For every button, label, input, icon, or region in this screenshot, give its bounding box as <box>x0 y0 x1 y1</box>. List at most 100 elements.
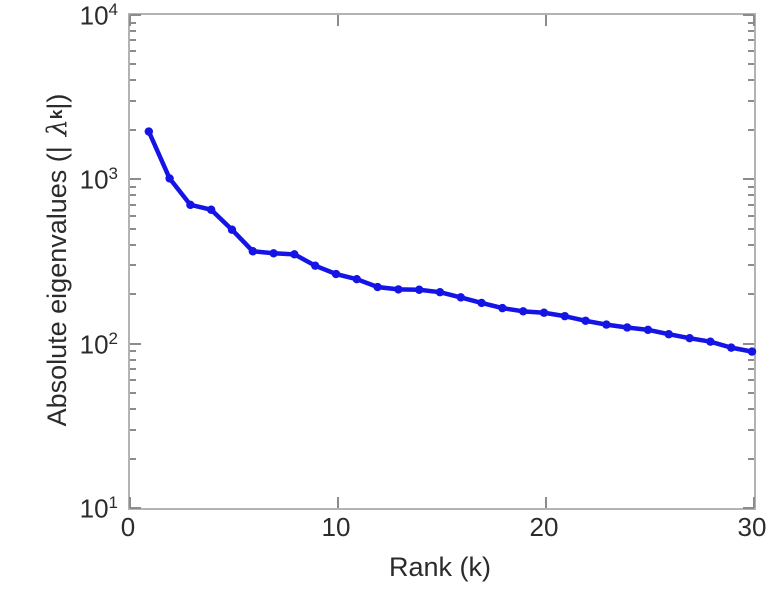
y-tick-minor <box>130 194 136 197</box>
y-tick-minor-right <box>748 358 754 361</box>
data-point <box>290 250 299 259</box>
x-tick-label-30: 30 <box>737 512 767 542</box>
data-point <box>311 261 320 270</box>
y-tick-minor <box>130 358 136 361</box>
x-tick-label-10: 10 <box>321 512 351 542</box>
y-tick-major <box>130 342 141 345</box>
y-tick-minor <box>130 79 136 82</box>
y-tick-minor-right <box>748 194 754 197</box>
y-tick-minor-right <box>748 63 754 66</box>
y-tick-label-10000: 104 <box>79 0 118 31</box>
x-tick-major-top <box>337 15 339 26</box>
y-tick-minor-right <box>748 457 754 460</box>
y-axis-title-suffix: |) <box>41 93 72 110</box>
data-point <box>643 325 653 335</box>
y-tick-minor-right <box>748 392 754 395</box>
y-tick-minor-right <box>748 21 754 24</box>
y-tick-minor <box>130 203 136 206</box>
y-tick-major-right <box>743 507 754 509</box>
y-tick-major-right <box>743 178 754 181</box>
y-tick-label-1000: 103 <box>79 164 118 195</box>
y-tick-minor <box>130 428 136 431</box>
y-tick-minor-right <box>748 243 754 246</box>
y-tick-minor <box>130 29 136 32</box>
y-tick-label-100: 102 <box>79 329 118 360</box>
x-tick-major <box>129 497 131 508</box>
data-point <box>498 303 507 313</box>
y-tick-minor <box>130 368 136 371</box>
x-axis-title: Rank (k) <box>388 552 491 582</box>
data-point <box>352 274 361 284</box>
y-tick-minor <box>130 264 136 267</box>
data-point <box>456 293 465 302</box>
x-tick-major-top <box>129 15 131 26</box>
y-tick-minor <box>130 50 136 53</box>
y-tick-minor <box>130 63 136 66</box>
y-tick-minor-right <box>748 293 754 296</box>
y-tick-minor-right <box>748 428 754 431</box>
y-tick-minor <box>130 392 136 395</box>
y-tick-minor-right <box>748 264 754 267</box>
data-point <box>269 249 278 258</box>
y-tick-minor-right <box>748 203 754 206</box>
y-tick-minor <box>130 379 136 382</box>
y-tick-minor-right <box>748 408 754 411</box>
y-tick-minor <box>130 128 136 131</box>
series-line <box>146 129 755 354</box>
data-point <box>186 200 195 210</box>
data-point <box>623 323 632 332</box>
y-tick-minor-right <box>748 99 754 102</box>
data-point <box>144 127 153 136</box>
x-tick-major-top <box>753 15 755 26</box>
plot-area <box>128 13 756 510</box>
y-tick-major <box>130 14 141 16</box>
lambda-symbol: λ <box>41 119 73 137</box>
y-tick-label-10: 101 <box>79 493 118 524</box>
y-tick-minor-right <box>748 227 754 230</box>
eigenvalue-curve <box>144 127 757 356</box>
x-tick-label-0: 0 <box>120 512 136 542</box>
y-tick-minor-right <box>748 79 754 82</box>
data-point <box>581 316 590 325</box>
data-point <box>727 343 736 352</box>
x-tick-label-20: 20 <box>529 512 559 542</box>
data-point <box>685 333 694 343</box>
y-tick-minor <box>130 185 136 188</box>
y-tick-minor <box>130 39 136 42</box>
y-tick-minor <box>130 408 136 411</box>
x-tick-major <box>545 497 547 508</box>
data-point <box>248 247 257 256</box>
data-point <box>227 225 237 234</box>
y-tick-minor <box>130 457 136 460</box>
data-point <box>165 174 174 183</box>
y-tick-minor-right <box>748 185 754 188</box>
y-tick-minor-right <box>748 128 754 131</box>
data-point <box>706 337 715 346</box>
y-tick-minor <box>130 21 136 24</box>
y-tick-minor-right <box>748 39 754 42</box>
y-tick-minor-right <box>748 379 754 382</box>
data-point <box>477 298 486 308</box>
y-tick-minor <box>130 350 136 353</box>
data-point <box>331 269 341 279</box>
y-tick-major-right <box>743 14 754 16</box>
y-tick-major-right <box>743 342 754 345</box>
y-tick-minor <box>130 214 136 217</box>
data-point <box>519 307 528 316</box>
data-point <box>747 347 757 356</box>
data-point <box>664 330 673 339</box>
data-point <box>602 320 611 329</box>
y-tick-minor-right <box>748 214 754 217</box>
y-tick-minor-right <box>748 368 754 371</box>
y-tick-minor <box>130 293 136 296</box>
series-markers <box>144 127 757 356</box>
data-point <box>560 311 569 321</box>
y-tick-minor <box>130 243 136 246</box>
x-tick-major <box>753 497 755 508</box>
x-tick-major-top <box>545 15 547 26</box>
data-point <box>415 285 424 294</box>
y-tick-major <box>130 507 141 509</box>
y-tick-minor-right <box>748 29 754 32</box>
data-point <box>539 308 549 317</box>
